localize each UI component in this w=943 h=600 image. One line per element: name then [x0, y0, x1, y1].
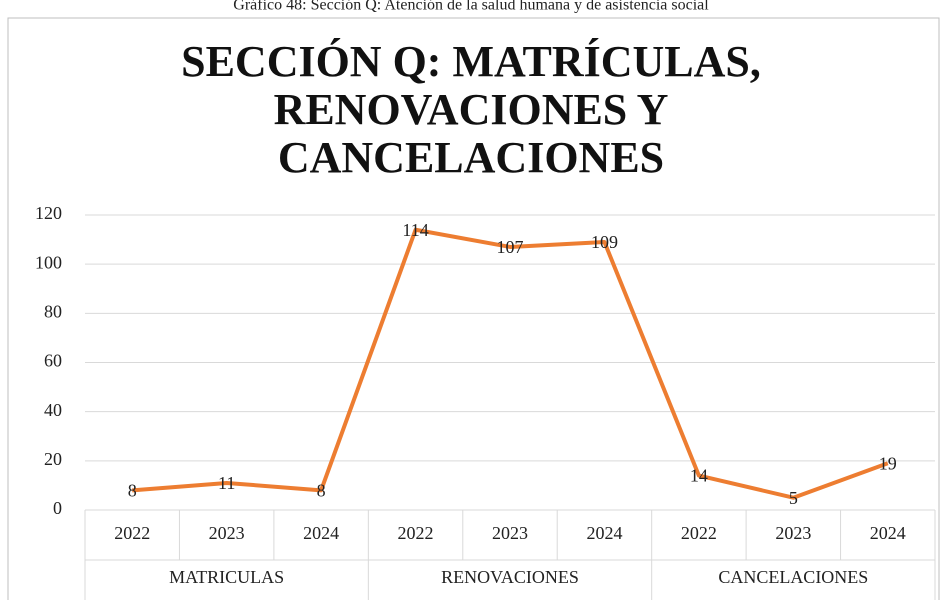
x-tick-label: 2022: [114, 523, 150, 543]
x-tick-label: 2022: [398, 523, 434, 543]
y-tick-label: 40: [44, 400, 62, 420]
data-label: 19: [879, 453, 897, 473]
data-label: 5: [789, 488, 798, 508]
data-label: 8: [317, 480, 326, 500]
line: [132, 227, 889, 500]
data-label: 14: [690, 466, 708, 486]
x-tick-label: 2023: [209, 523, 245, 543]
data-label: 109: [591, 232, 618, 252]
group-label: MATRICULAS: [169, 567, 284, 587]
y-tick-label: 120: [35, 203, 62, 223]
group-label: CANCELACIONES: [718, 567, 868, 587]
x-tick-label: 2022: [681, 523, 717, 543]
x-tick-label: 2024: [303, 523, 339, 543]
y-tick-label: 20: [44, 449, 62, 469]
y-tick-label: 100: [35, 252, 62, 272]
x-tick-label: 2023: [775, 523, 811, 543]
chart-border: [7, 17, 940, 600]
y-tick-label: 60: [44, 351, 62, 371]
x-tick-label: 2023: [492, 523, 528, 543]
chart-title: SECCIÓN Q: MATRÍCULAS, RENOVACIONES Y CA…: [181, 37, 761, 182]
data-label: 107: [497, 237, 524, 257]
y-tick-label: 0: [53, 498, 62, 518]
data-label: 8: [128, 480, 137, 500]
y-tick-label: 80: [44, 301, 62, 321]
x-tick-label: 2024: [870, 523, 906, 543]
data-label: 11: [218, 473, 235, 493]
caption: Gráfico 48: Sección Q: Atención de la sa…: [233, 0, 709, 14]
group-label: RENOVACIONES: [441, 567, 579, 587]
x-tick-label: 2024: [586, 523, 622, 543]
data-label: 114: [402, 220, 428, 240]
